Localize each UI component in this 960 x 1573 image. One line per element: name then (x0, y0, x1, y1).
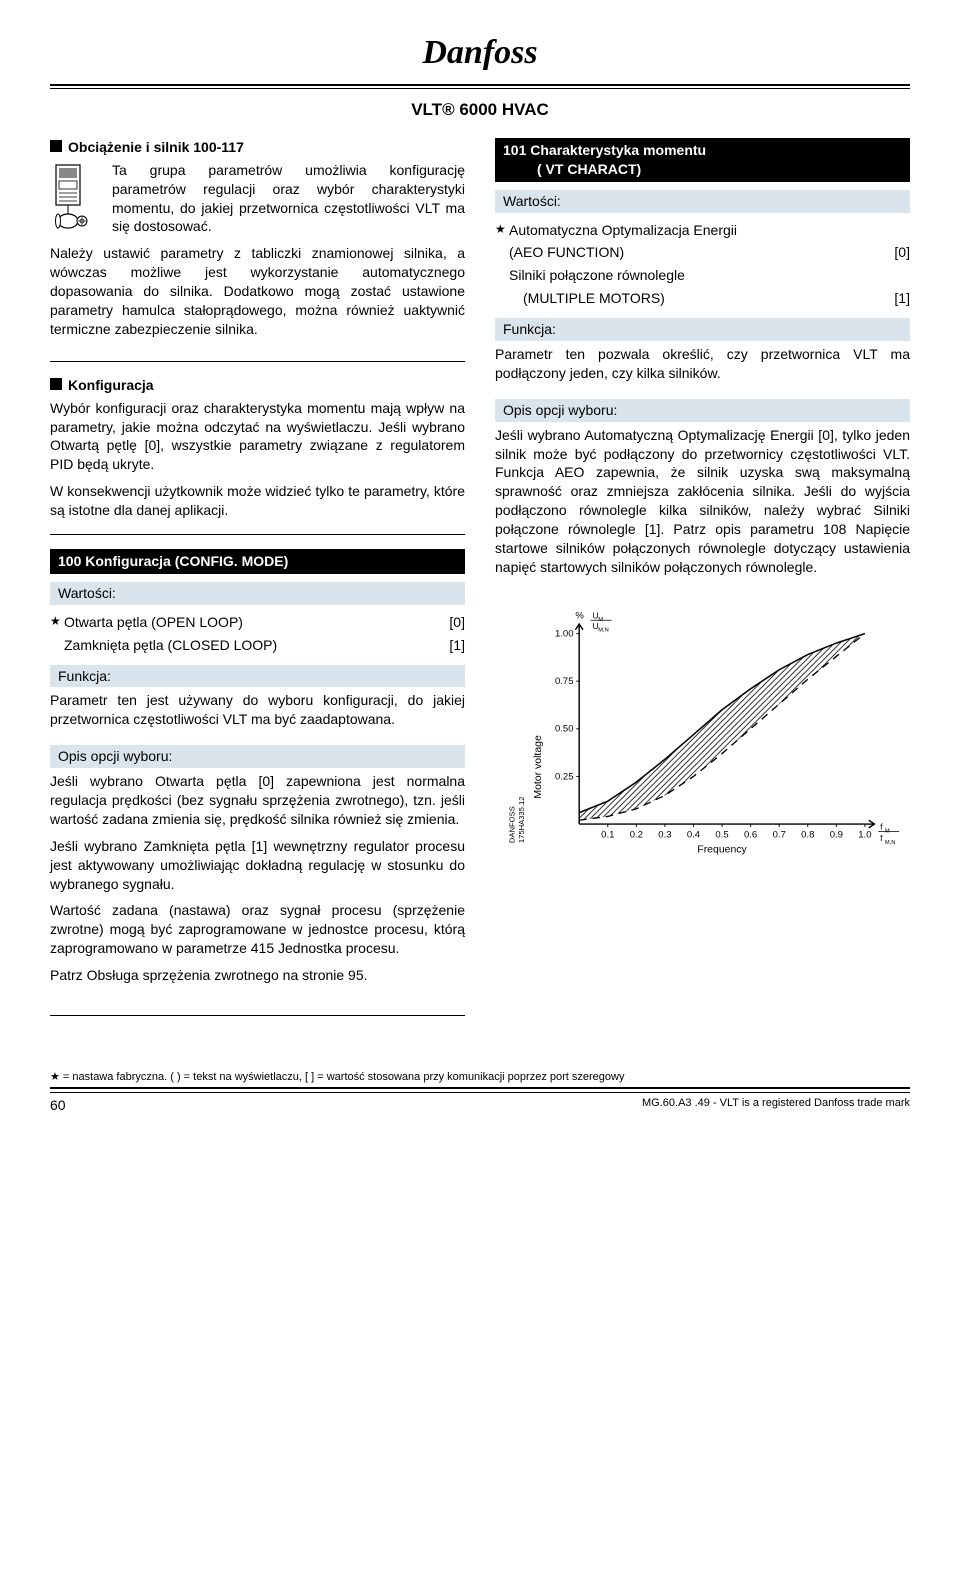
option-label: Zamknięta pętla (CLOSED LOOP) (64, 636, 277, 655)
load-para-2: Należy ustawić parametry z tabliczki zna… (50, 244, 465, 338)
header-line1: 101 Charakterystyka momentu (503, 142, 706, 158)
ytick: 0.75 (554, 676, 573, 687)
param-100-header: 100 Konfiguracja (CONFIG. MODE) (50, 549, 465, 574)
page-header: Danfoss (50, 30, 910, 76)
svg-text:0.8: 0.8 (801, 829, 814, 840)
svg-text:f: f (880, 833, 883, 843)
svg-text:M,N: M,N (598, 627, 608, 633)
svg-text:0.5: 0.5 (715, 829, 728, 840)
header-line2: ( VT CHARACT) (503, 160, 902, 179)
chart-side-label2: 175HA335.12 (516, 796, 525, 843)
config-para-1: Wybór konfiguracji oraz charakterystyka … (50, 399, 465, 475)
wartosci-label: Wartości: (495, 190, 910, 213)
left-column: Obciążenie i silnik 100-117 (50, 138, 465, 1030)
footer-note: ★ = nastawa fabryczna. ( ) = tekst na wy… (50, 1070, 910, 1085)
page-footer: ★ = nastawa fabryczna. ( ) = tekst na wy… (50, 1070, 910, 1115)
svg-text:0.3: 0.3 (658, 829, 671, 840)
svg-text:0.6: 0.6 (744, 829, 757, 840)
option-row: Silniki połączone równolegle (495, 264, 910, 287)
config-para-2: W konsekwencji użytkownik może widzieć t… (50, 482, 465, 520)
option-label-l1: Silniki połączone równolegle (509, 266, 685, 285)
option-label-l2: (MULTIPLE MOTORS) (509, 289, 665, 308)
option-value: [0] (894, 243, 910, 262)
divider (50, 534, 465, 535)
opis-label: Opis opcji wyboru: (495, 399, 910, 422)
footer-line: 60 MG.60.A3 .49 - VLT is a registered Da… (50, 1092, 910, 1115)
footer-right: MG.60.A3 .49 - VLT is a registered Danfo… (642, 1096, 910, 1115)
svg-text:1.0: 1.0 (858, 829, 871, 840)
wartosci-label: Wartości: (50, 582, 465, 605)
svg-text:%: % (575, 610, 584, 621)
brand-logo: Danfoss (422, 30, 537, 76)
opis-body: Jeśli wybrano Automatyczną Optymalizację… (495, 422, 910, 585)
opis-label: Opis opcji wyboru: (50, 745, 465, 768)
section-heading-load: Obciążenie i silnik 100-117 (50, 138, 465, 157)
drive-motor-icon (50, 163, 104, 235)
product-title: VLT® 6000 HVAC (50, 99, 910, 122)
svg-text:0.4: 0.4 (686, 829, 700, 840)
option-value: [1] (449, 636, 465, 655)
section-title: Konfiguracja (68, 376, 154, 395)
option-row: Automatyczna Optymalizacja Energii (495, 219, 910, 242)
option-label-l1: Automatyczna Optymalizacja Energii (509, 221, 737, 240)
section-title: Obciążenie i silnik 100-117 (68, 138, 244, 157)
section-heading-config: Konfiguracja (50, 376, 465, 395)
option-row: (AEO FUNCTION) [0] (495, 241, 910, 264)
funkcja-label: Funkcja: (495, 318, 910, 341)
chart-svg: DANFOSS 175HA335.12 Motor voltage % U M (503, 605, 903, 872)
page-number: 60 (50, 1096, 66, 1115)
right-column: 101 Charakterystyka momentu ( VT CHARACT… (495, 138, 910, 1030)
option-value: [1] (894, 289, 910, 308)
bullet-icon (50, 378, 62, 390)
chart-side-label: DANFOSS (507, 806, 516, 843)
svg-text:0.9: 0.9 (829, 829, 842, 840)
option-row: Zamknięta pętla (CLOSED LOOP) [1] (50, 634, 465, 657)
param-101-header: 101 Charakterystyka momentu ( VT CHARACT… (495, 138, 910, 182)
option-row: Otwarta pętla (OPEN LOOP) [0] (50, 611, 465, 634)
ytick: 0.50 (554, 723, 573, 734)
load-para-1: Ta grupa parametrów umożliwia konfigurac… (50, 161, 465, 237)
option-row: (MULTIPLE MOTORS) [1] (495, 287, 910, 310)
rule-top-thick (50, 84, 910, 86)
content-columns: Obciążenie i silnik 100-117 (50, 138, 910, 1030)
vt-chart: DANFOSS 175HA335.12 Motor voltage % U M (495, 605, 910, 877)
chart-x-label: Frequency (697, 844, 747, 855)
divider (50, 1015, 465, 1016)
param-101-options: Automatyczna Optymalizacja Energii (AEO … (495, 219, 910, 311)
rule-footer (50, 1087, 910, 1089)
chart-y-label: Motor voltage (533, 735, 544, 799)
opis-p3: Wartość zadana (nastawa) oraz sygnał pro… (50, 901, 465, 958)
ytick: 1.00 (554, 628, 573, 639)
svg-text:f: f (880, 822, 883, 832)
param-100-options: Otwarta pętla (OPEN LOOP) [0] Zamknięta … (50, 611, 465, 657)
option-label: Otwarta pętla (OPEN LOOP) (64, 613, 243, 632)
opis-p2: Jeśli wybrano Zamknięta pętla [1] wewnęt… (50, 837, 465, 894)
bullet-icon (50, 140, 62, 152)
opis-body: Jeśli wybrano Otwarta pętla [0] zapewnio… (50, 768, 465, 1001)
svg-text:M,N: M,N (884, 840, 894, 846)
section-body-load: Ta grupa parametrów umożliwia konfigurac… (50, 161, 465, 339)
ytick: 0.25 (554, 771, 573, 782)
opis-p1: Jeśli wybrano Otwarta pętla [0] zapewnio… (50, 772, 465, 829)
divider (50, 361, 465, 362)
svg-text:0.7: 0.7 (772, 829, 785, 840)
svg-text:0.1: 0.1 (601, 829, 614, 840)
svg-text:0.2: 0.2 (629, 829, 642, 840)
funkcja-label: Funkcja: (50, 665, 465, 688)
option-value: [0] (449, 613, 465, 632)
option-label-l2: (AEO FUNCTION) (509, 243, 624, 262)
funkcja-body: Parametr ten pozwala określić, czy przet… (495, 341, 910, 391)
funkcja-body: Parametr ten jest używany do wyboru konf… (50, 687, 465, 737)
opis-p4: Patrz Obsługa sprzężenia zwrotnego na st… (50, 966, 465, 985)
rule-top-thin (50, 88, 910, 89)
